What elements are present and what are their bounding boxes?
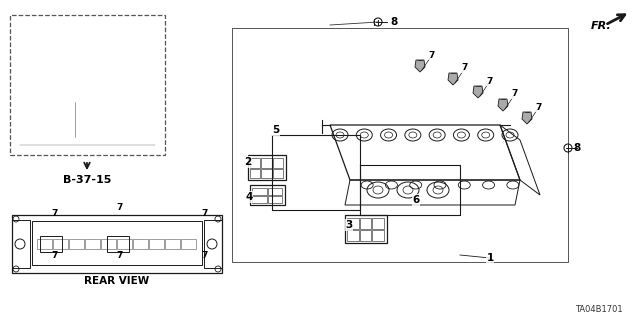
Bar [347,230,358,241]
Polygon shape [522,112,532,124]
Bar [107,236,129,252]
Bar [23,110,45,115]
Text: 7: 7 [202,209,208,218]
Bar [37,239,52,249]
Text: 2: 2 [244,157,252,167]
Bar [95,31,107,40]
Text: 7: 7 [429,50,435,60]
Bar [261,168,271,178]
Bar [360,230,371,241]
Bar [149,239,164,249]
Text: 8: 8 [390,17,397,27]
Text: 4: 4 [245,192,253,202]
Text: 6: 6 [412,195,420,205]
Text: 7: 7 [487,77,493,85]
Bar [23,118,45,123]
Bar [204,220,222,268]
Text: 7: 7 [512,90,518,99]
Text: 7: 7 [52,209,58,218]
Bar [345,215,387,243]
Bar [41,31,53,40]
Bar [59,31,71,40]
Text: 7: 7 [536,102,542,112]
Bar [273,158,283,167]
Bar [18,23,157,147]
Bar [252,196,266,203]
Bar [133,239,148,249]
Polygon shape [473,86,483,98]
Bar [268,188,282,195]
Bar [273,168,283,178]
Bar [10,15,165,155]
Polygon shape [415,60,425,72]
Bar [117,239,132,249]
Bar [360,218,371,229]
Bar [21,28,154,43]
Bar [23,94,45,99]
Bar [268,196,282,203]
Text: 5: 5 [273,125,280,135]
Bar [50,102,100,137]
Bar [77,31,89,40]
Bar [23,134,45,139]
Bar [248,155,286,180]
Text: 1: 1 [486,253,493,263]
Text: B-37-15: B-37-15 [63,175,111,185]
Text: 7: 7 [202,251,208,261]
Bar [347,218,358,229]
Text: FR.: FR. [591,21,612,31]
Bar [85,239,100,249]
Bar [250,158,260,167]
Bar [40,236,62,252]
Bar [23,102,45,107]
Bar [181,239,196,249]
Polygon shape [448,73,458,85]
Bar [252,188,266,195]
Polygon shape [498,99,508,111]
Bar [372,230,384,241]
Text: 8: 8 [573,143,580,153]
Text: TA04B1701: TA04B1701 [575,306,623,315]
Text: 7: 7 [117,203,123,211]
Text: 7: 7 [117,251,123,261]
Bar [69,239,84,249]
Bar [23,31,35,40]
Bar [12,220,30,268]
Bar [250,185,285,205]
Bar [101,239,116,249]
Text: REAR VIEW: REAR VIEW [84,276,150,286]
Text: 7: 7 [462,63,468,72]
Bar [372,218,384,229]
Bar [23,126,45,131]
Bar [250,168,260,178]
Bar [12,215,222,273]
Bar [53,239,68,249]
Bar [165,239,180,249]
Bar [32,221,202,265]
Bar [261,158,271,167]
Text: 7: 7 [52,251,58,261]
Text: 3: 3 [346,220,353,230]
